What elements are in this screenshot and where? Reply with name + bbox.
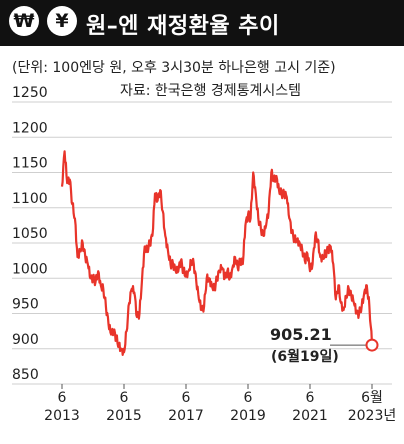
- x-tick-year: 2017: [168, 408, 204, 424]
- annotation-point: [365, 338, 379, 352]
- x-tick-year: 2019: [230, 408, 266, 424]
- x-tick-month: 6: [244, 390, 253, 406]
- unit-note: (단위: 100엔당 원, 오후 3시30분 하나은행 고시 기준): [12, 60, 336, 76]
- y-tick-label: 1250: [12, 85, 48, 101]
- source-note: 자료: 한국은행 경제통계시스템: [120, 83, 302, 99]
- x-tick-year: 2013: [44, 408, 80, 424]
- y-tick-label: 1200: [12, 120, 48, 136]
- x-tick-year: 2015: [106, 408, 142, 424]
- header-bar: ₩ ¥ 원–엔 재정환율 추이: [0, 0, 404, 46]
- y-tick-label: 1100: [12, 191, 48, 207]
- y-tick-label: 1150: [12, 156, 48, 172]
- y-tick-label: 1000: [12, 261, 48, 277]
- y-tick-label: 1050: [12, 226, 48, 242]
- won-coin-icon: ₩: [9, 6, 39, 36]
- annotation-date: (6월19일): [271, 348, 339, 365]
- x-tick-month: 6: [182, 390, 191, 406]
- x-tick-year: 2023년: [348, 408, 397, 424]
- y-tick-label: 950: [12, 297, 39, 313]
- x-tick-month: 6: [58, 390, 67, 406]
- yen-coin-icon: ¥: [47, 6, 77, 36]
- y-tick-label: 850: [12, 367, 39, 383]
- chart-title: 원–엔 재정환율 추이: [86, 14, 280, 39]
- x-tick-month: 6: [120, 390, 129, 406]
- x-tick-month: 6: [306, 390, 315, 406]
- series-line: [60, 150, 374, 356]
- annotation-value: 905.21: [270, 325, 332, 344]
- y-tick-label: 900: [12, 332, 39, 348]
- x-tick-year: 2021: [292, 408, 328, 424]
- x-tick-month: 6월: [361, 390, 383, 406]
